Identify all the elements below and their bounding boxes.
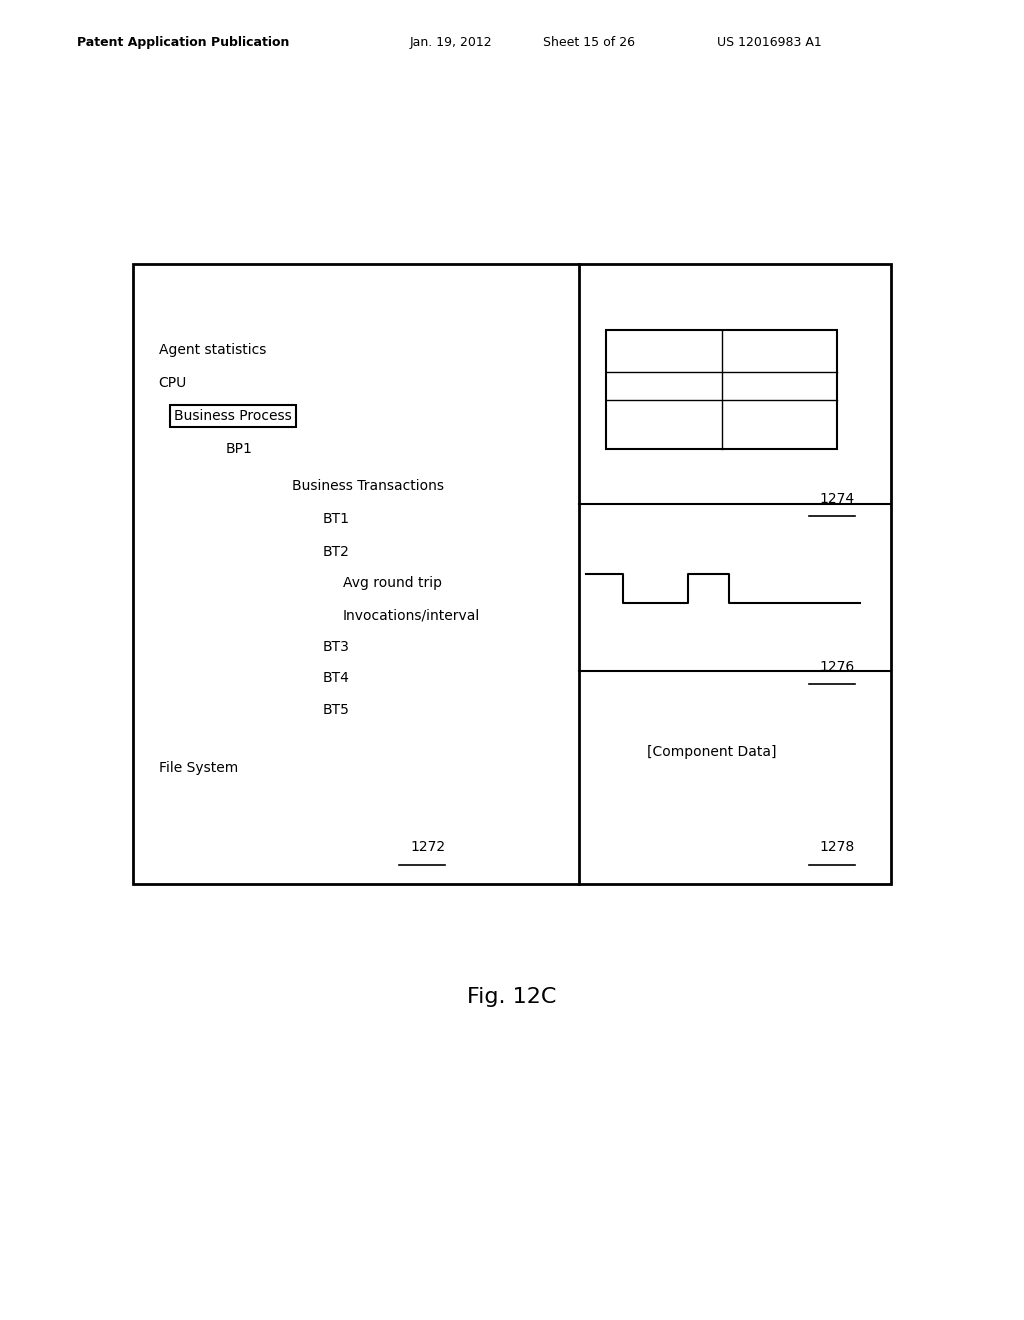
Text: Invocations/interval: Invocations/interval [343,609,480,622]
Text: Business Process: Business Process [174,409,292,422]
Text: Fig. 12C: Fig. 12C [467,986,557,1007]
Text: 1274: 1274 [820,492,855,506]
Text: BT5: BT5 [323,704,349,717]
Text: 1272: 1272 [411,841,445,854]
Bar [133,264,891,884]
Text: File System: File System [159,762,238,775]
Text: CPU: CPU [159,376,187,389]
Text: BP1: BP1 [225,442,252,455]
Text: US 12016983 A1: US 12016983 A1 [717,36,821,49]
Text: Jan. 19, 2012: Jan. 19, 2012 [410,36,493,49]
Text: Patent Application Publication: Patent Application Publication [77,36,289,49]
Text: BT4: BT4 [323,672,349,685]
Text: Agent statistics: Agent statistics [159,343,266,356]
Text: BT1: BT1 [323,512,349,525]
Text: [Component Data]: [Component Data] [647,746,776,759]
Text: 1278: 1278 [820,841,855,854]
Text: BT3: BT3 [323,640,349,653]
Text: Sheet 15 of 26: Sheet 15 of 26 [543,36,635,49]
Text: Avg round trip: Avg round trip [343,577,442,590]
Text: 1276: 1276 [820,660,855,673]
Text: BT2: BT2 [323,545,349,558]
Text: Business Transactions: Business Transactions [292,479,443,492]
Bar [606,330,837,449]
